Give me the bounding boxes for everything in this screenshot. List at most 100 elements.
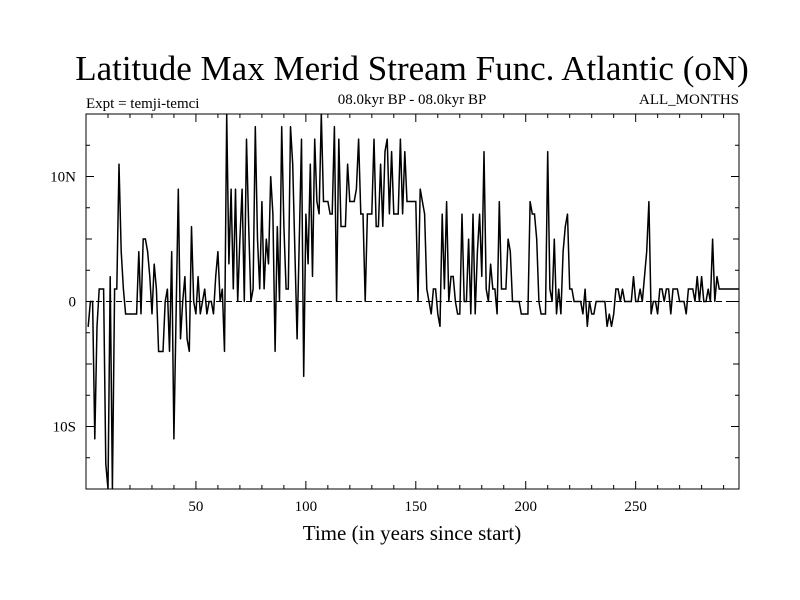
data-point [94, 438, 96, 440]
data-point [274, 350, 276, 353]
data-point [259, 288, 261, 290]
data-point [217, 250, 219, 253]
data-point [518, 300, 520, 303]
data-point [415, 200, 417, 203]
data-point [204, 288, 206, 290]
data-point [643, 275, 646, 278]
data-point [96, 325, 98, 328]
months-label: ALL_MONTHS [639, 92, 739, 108]
data-point [527, 313, 529, 315]
data-point [371, 213, 373, 215]
data-point [140, 313, 142, 315]
data-point [540, 313, 542, 315]
data-point [525, 313, 527, 315]
data-point [263, 288, 265, 290]
data-point [193, 300, 195, 303]
data-point [492, 288, 494, 290]
data-point [228, 263, 230, 265]
data-point [505, 288, 507, 290]
data-point [551, 300, 553, 303]
data-point [230, 188, 232, 190]
data-point [362, 213, 364, 215]
data-point [388, 213, 390, 215]
data-point [322, 200, 325, 203]
data-point [639, 288, 641, 290]
data-point [630, 300, 632, 303]
data-point [461, 213, 463, 215]
data-point [439, 325, 441, 328]
data-point [566, 213, 569, 215]
data-point [457, 313, 459, 315]
data-point [311, 275, 314, 278]
data-point [586, 325, 588, 328]
data-point [127, 313, 129, 315]
data-point [481, 275, 483, 278]
data-point [166, 288, 168, 290]
data-point [160, 350, 162, 353]
data-point [347, 163, 349, 165]
data-point [333, 125, 335, 128]
data-point [393, 213, 395, 215]
data-point [177, 188, 179, 190]
data-point [419, 188, 421, 190]
data-point [358, 138, 360, 140]
data-point [197, 275, 199, 278]
data-point [237, 300, 239, 303]
data-point [452, 275, 454, 278]
data-point [366, 213, 368, 215]
data-point [349, 200, 351, 203]
data-point [327, 200, 329, 203]
data-point [144, 238, 146, 240]
data-point [448, 300, 450, 303]
data-point [736, 288, 738, 290]
data-point [250, 300, 252, 303]
data-point [168, 350, 171, 353]
data-point [267, 263, 270, 265]
data-point [270, 175, 272, 178]
data-point [558, 288, 560, 290]
data-point [694, 300, 696, 303]
data-point [624, 300, 626, 303]
data-point [696, 275, 698, 278]
data-point [571, 288, 573, 290]
data-point [428, 300, 430, 303]
data-point [155, 288, 157, 290]
data-point [285, 288, 287, 290]
y-tick-label: 10N [50, 170, 76, 186]
data-point [303, 375, 305, 378]
data-point [485, 288, 487, 290]
data-point [635, 300, 637, 303]
data-point [252, 288, 254, 290]
y-axis-ticks: 10N 0 10S [50, 170, 739, 436]
data-point [408, 200, 410, 203]
data-point [595, 300, 597, 303]
data-point [103, 288, 105, 290]
data-point [685, 313, 687, 315]
data-point [514, 300, 516, 303]
data-point [738, 288, 740, 290]
data-point [608, 313, 610, 315]
data-point [109, 275, 111, 278]
data-point [725, 288, 727, 290]
data-point [450, 275, 452, 278]
data-point [305, 213, 307, 215]
data-point [329, 213, 331, 215]
x-tick-label: 200 [514, 499, 537, 515]
data-point [142, 238, 144, 240]
data-point [404, 150, 406, 153]
data-points [87, 113, 740, 490]
data-point [344, 225, 346, 228]
data-point [151, 313, 153, 315]
data-point [131, 313, 133, 315]
data-point [476, 250, 478, 253]
x-tick-label: 250 [624, 499, 647, 515]
y-tick-label: 0 [69, 295, 77, 311]
data-point [602, 300, 604, 303]
data-point [617, 288, 619, 290]
data-point [646, 250, 648, 253]
data-point [300, 138, 303, 140]
data-point [173, 438, 175, 440]
data-point [516, 300, 518, 303]
data-point [318, 213, 320, 215]
